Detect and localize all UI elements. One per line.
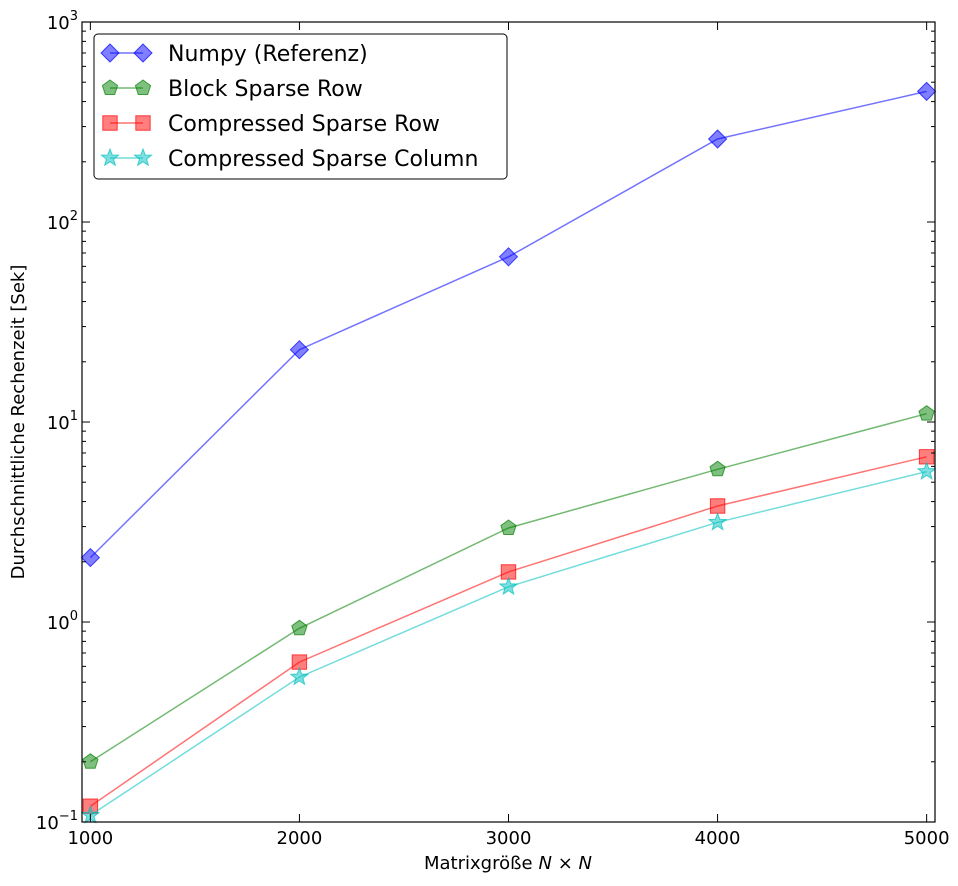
legend-item: Compressed Sparse Row [102,112,440,137]
data-point [289,339,310,360]
legend-label: Compressed Sparse Column [168,147,478,172]
data-point [918,405,935,421]
x-tick-label: 3000 [486,828,532,849]
y-tick-label: 101 [47,409,78,434]
data-point [291,619,308,636]
y-tick-exponent: 3 [70,9,78,24]
y-tick-base: 10 [47,613,70,634]
x-axis-label-math: N × N [539,853,592,874]
y-tick-base: 10 [47,413,70,434]
data-point [918,449,935,465]
legend-marker [101,79,119,95]
legend-marker [100,147,120,167]
y-tick-exponent: 1 [70,409,78,424]
data-point [82,753,99,769]
data-point [709,460,726,477]
data-point [289,666,310,686]
x-tick-label: 1000 [67,828,113,849]
legend-marker [133,147,153,167]
y-tick-label: 102 [47,209,78,234]
legend-item: Compressed Sparse Column [100,147,478,172]
legend-item: Numpy (Referenz) [100,42,368,67]
series-3 [82,449,935,814]
legend: Numpy (Referenz) Block Sparse Row Compress… [93,33,508,180]
series-4 [80,461,937,824]
data-point [291,654,308,670]
legend-marker [100,43,120,63]
y-tick-base: 10 [47,13,70,34]
y-tick-exponent: −1 [59,809,78,824]
data-point [707,511,728,531]
y-tick-exponent: 2 [70,209,78,224]
data-point [916,81,937,102]
data-point [500,519,517,535]
legend-marker [135,115,151,131]
x-axis-label: Matrixgröße N × N [424,853,592,874]
x-tick-label: 2000 [277,828,323,849]
data-point [709,498,726,514]
data-point [916,461,937,481]
series-line [89,456,927,807]
legend-marker [134,79,152,95]
y-tick-exponent: 0 [70,609,78,624]
y-tick-label: 100 [47,609,78,634]
data-point [498,247,519,267]
series-2 [82,405,935,769]
y-tick-label: 103 [47,9,78,34]
series-1 [80,81,937,568]
legend-marker [133,43,153,63]
x-axis-label-text: Matrixgröße [424,853,533,874]
y-tick-base: 10 [36,813,59,834]
data-point [500,564,517,580]
x-tick-label: 5000 [904,828,950,849]
x-tick-label: 4000 [695,828,741,849]
legend-label: Numpy (Referenz) [168,42,368,67]
legend-label: Compressed Sparse Row [168,112,440,137]
y-tick-label: 10−1 [36,809,78,834]
y-axis-label: Durchschnittliche Rechenzeit [Sek] [8,265,29,580]
legend-box [93,33,508,180]
y-tick-base: 10 [47,213,70,234]
data-point [707,129,728,149]
legend-label: Block Sparse Row [168,77,363,102]
legend-item: Block Sparse Row [101,77,363,102]
data-point [498,576,519,596]
legend-marker [102,115,118,131]
